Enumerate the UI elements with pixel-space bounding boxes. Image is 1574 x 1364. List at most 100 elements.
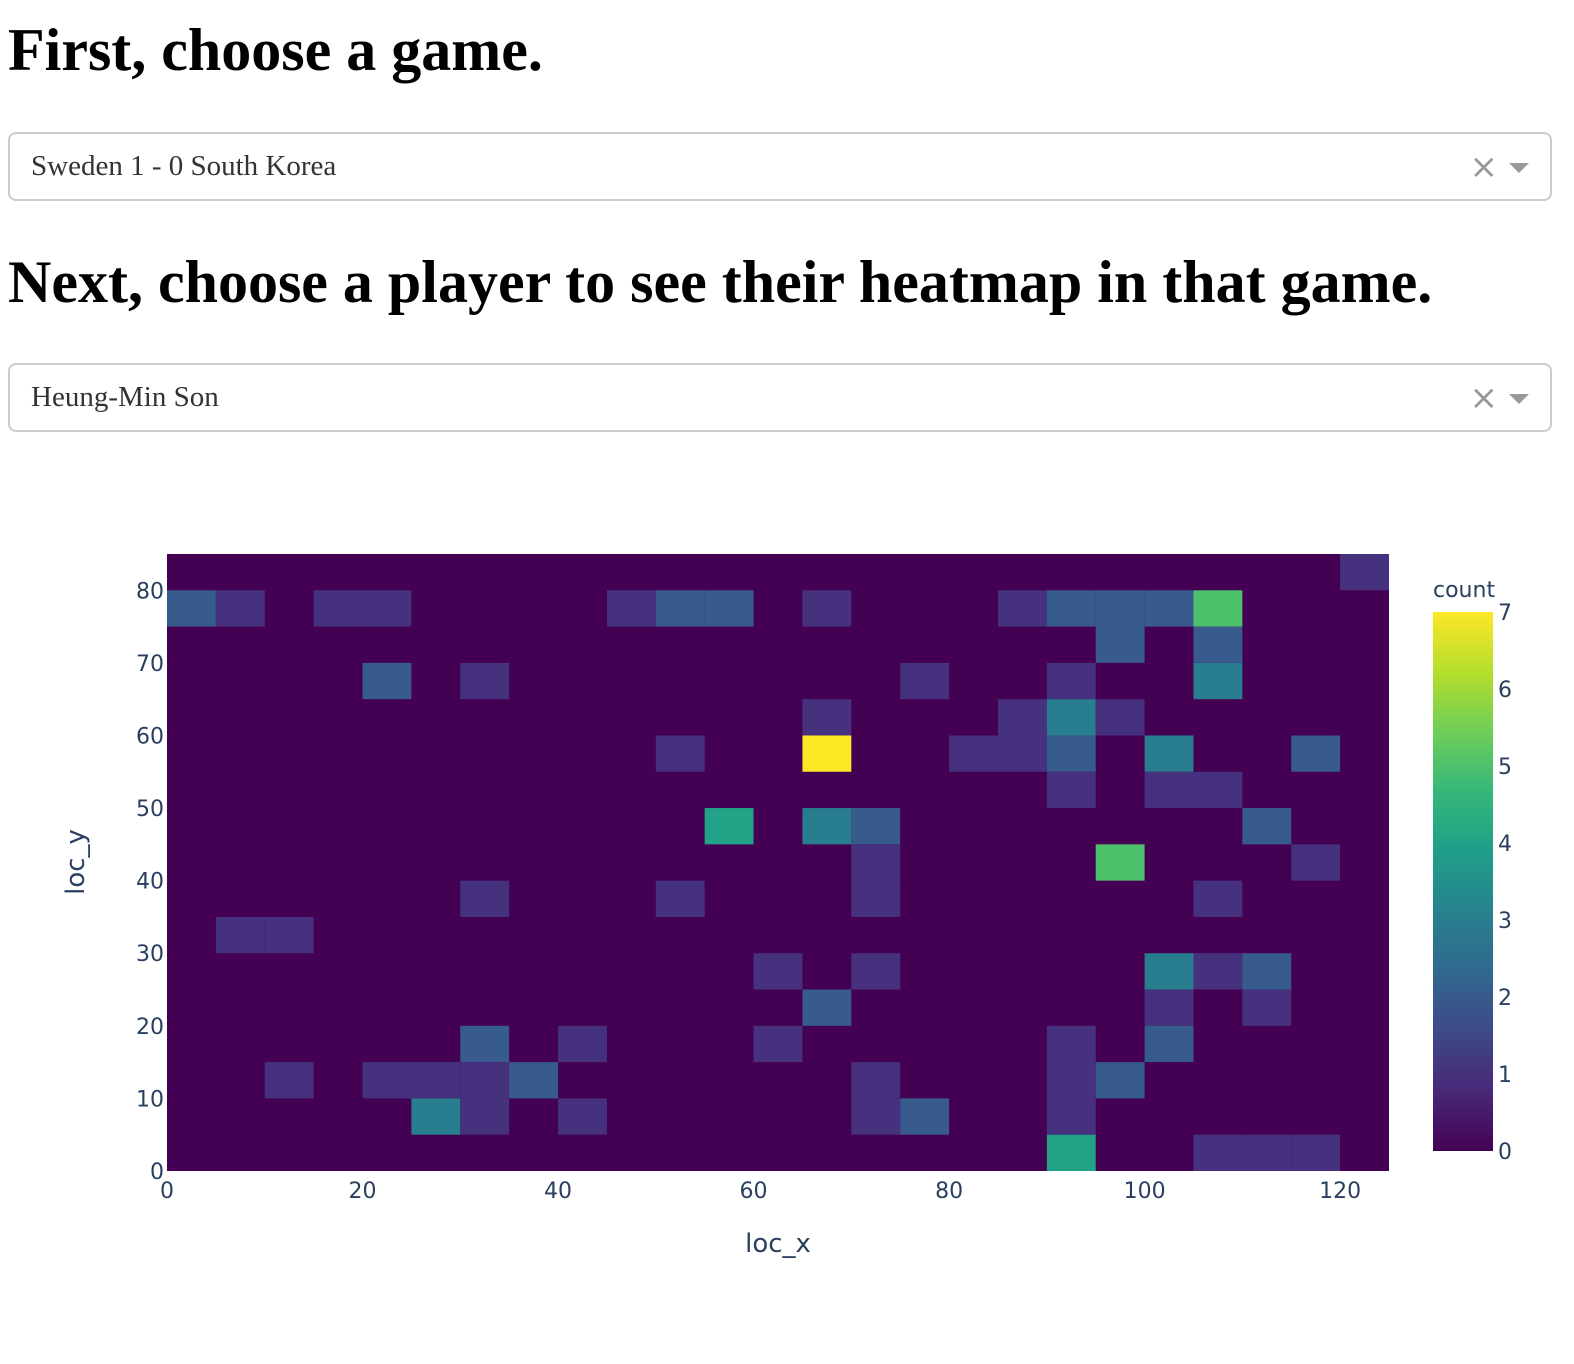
heatmap-cell[interactable] — [1046, 735, 1096, 772]
heatmap-cell[interactable] — [1095, 626, 1145, 663]
heatmap-cell[interactable] — [460, 880, 510, 917]
heatmap-cell[interactable] — [460, 1098, 510, 1135]
colorbar-title: count — [1433, 578, 1495, 603]
heatmap-cell[interactable] — [655, 735, 705, 772]
y-axis-ticks: 0 10 20 30 40 50 60 70 80 — [136, 579, 164, 1185]
heatmap-cell[interactable] — [851, 1098, 901, 1135]
heatmap-cell[interactable] — [167, 590, 216, 627]
heatmap-cell[interactable] — [1046, 1134, 1096, 1171]
heatmap-cell[interactable] — [851, 844, 901, 881]
player-dropdown[interactable]: Heung-Min Son × — [8, 363, 1552, 432]
heatmap-cell[interactable] — [753, 1025, 803, 1063]
heatmap-cell[interactable] — [997, 590, 1047, 627]
x-tick-label: 80 — [935, 1179, 963, 1204]
game-chevron-down-icon[interactable] — [1509, 163, 1529, 173]
game-dropdown[interactable]: Sweden 1 - 0 South Korea × — [8, 132, 1552, 201]
heatmap-cell[interactable] — [1046, 1025, 1096, 1063]
x-axis-label: loc_x — [745, 1229, 811, 1259]
x-tick-label: 20 — [349, 1179, 377, 1204]
y-tick-label: 10 — [136, 1087, 164, 1112]
heatmap-cell[interactable] — [997, 735, 1047, 772]
x-tick-label: 120 — [1319, 1179, 1361, 1204]
heatmap-cell[interactable] — [1144, 590, 1194, 627]
heatmap-cell[interactable] — [215, 590, 265, 627]
heatmap-cell[interactable] — [851, 808, 901, 845]
heatmap-cell[interactable] — [1046, 699, 1096, 736]
heatmap-cell[interactable] — [1095, 1062, 1145, 1099]
player-chevron-down-icon[interactable] — [1509, 394, 1529, 404]
heatmap-cell[interactable] — [802, 808, 852, 845]
heatmap-cell[interactable] — [704, 590, 754, 627]
heatmap-cell[interactable] — [411, 1098, 461, 1135]
heatmap-cell[interactable] — [704, 808, 754, 845]
heatmap-cell[interactable] — [362, 662, 412, 700]
heatmap-cell[interactable] — [411, 1062, 461, 1099]
heatmap-cell[interactable] — [264, 1062, 314, 1099]
heatmap-cell[interactable] — [1193, 590, 1243, 627]
heatmap-cell[interactable] — [1193, 953, 1243, 990]
heatmap-cell[interactable] — [1144, 953, 1194, 990]
heatmap-cell[interactable] — [558, 1098, 607, 1135]
heatmap-cell[interactable] — [1144, 1025, 1194, 1063]
heatmap-cell[interactable] — [851, 953, 901, 990]
heatmap-cell[interactable] — [802, 590, 852, 627]
heatmap-cell[interactable] — [1193, 626, 1243, 663]
y-tick-label: 20 — [136, 1015, 164, 1040]
heatmap-cell[interactable] — [1095, 844, 1145, 881]
heatmap-cell[interactable] — [460, 1025, 510, 1063]
heatmap-cell[interactable] — [1242, 953, 1292, 990]
x-tick-label: 40 — [544, 1179, 572, 1204]
heatmap-cell[interactable] — [264, 916, 314, 954]
heatmap-cell[interactable] — [753, 953, 803, 990]
heatmap-cell[interactable] — [1340, 554, 1389, 591]
heatmap-cell[interactable] — [1242, 808, 1292, 845]
heatmap-cell[interactable] — [1046, 662, 1096, 700]
heatmap-cell[interactable] — [851, 880, 901, 917]
game-clear-icon[interactable]: × — [1469, 147, 1499, 187]
plot-area[interactable] — [167, 554, 1389, 1171]
heatmap-cell[interactable] — [1095, 699, 1145, 736]
heatmap-cell[interactable] — [802, 699, 852, 736]
y-tick-label: 40 — [136, 870, 164, 895]
heatmap-cell[interactable] — [1291, 844, 1341, 881]
heatmap-cell[interactable] — [802, 989, 852, 1026]
heatmap-cell[interactable] — [1242, 1134, 1292, 1171]
y-tick-label: 60 — [136, 724, 164, 749]
heatmap-cell[interactable] — [900, 1098, 950, 1135]
heatmap-cell[interactable] — [949, 735, 998, 772]
player-clear-icon[interactable]: × — [1469, 378, 1499, 418]
heatmap-cell[interactable] — [1242, 989, 1292, 1026]
heatmap-cell[interactable] — [606, 590, 656, 627]
heatmap-cell[interactable] — [1144, 771, 1194, 809]
heatmap-cell[interactable] — [1046, 1098, 1096, 1135]
heatmap-cell[interactable] — [1046, 590, 1096, 627]
heatmap-cell[interactable] — [1193, 771, 1243, 809]
heatmap-cell[interactable] — [460, 662, 510, 700]
heatmap-cell[interactable] — [313, 590, 363, 627]
heatmap-cell[interactable] — [362, 1062, 412, 1099]
heatmap-cell[interactable] — [509, 1062, 559, 1099]
heatmap-cell[interactable] — [1193, 1134, 1243, 1171]
heatmap-cell[interactable] — [1193, 880, 1243, 917]
heatmap-cell[interactable] — [1046, 771, 1096, 809]
heatmap-cell[interactable] — [997, 699, 1047, 736]
heatmap-cell[interactable] — [1046, 1062, 1096, 1099]
heatmap-cell[interactable] — [900, 662, 950, 700]
heatmap-cell[interactable] — [558, 1025, 607, 1063]
heatmap-cell[interactable] — [215, 916, 265, 954]
heatmap-cell[interactable] — [655, 590, 705, 627]
heatmap-cell[interactable] — [1095, 590, 1145, 627]
heatmap-cell[interactable] — [1144, 735, 1194, 772]
heatmap-cell[interactable] — [1291, 735, 1341, 772]
heatmap-cell[interactable] — [655, 880, 705, 917]
x-axis-ticks: 0 20 40 60 80 100 120 — [160, 1179, 1361, 1204]
heatmap-cell[interactable] — [851, 1062, 901, 1099]
x-tick-label: 0 — [160, 1179, 174, 1204]
heatmap-cell[interactable] — [1291, 1134, 1341, 1171]
heatmap-cell[interactable] — [1193, 662, 1243, 700]
heatmap-cell[interactable] — [460, 1062, 510, 1099]
heatmap-cell[interactable] — [802, 735, 852, 772]
heatmap-cell[interactable] — [362, 590, 412, 627]
heatmap-cell[interactable] — [1144, 989, 1194, 1026]
